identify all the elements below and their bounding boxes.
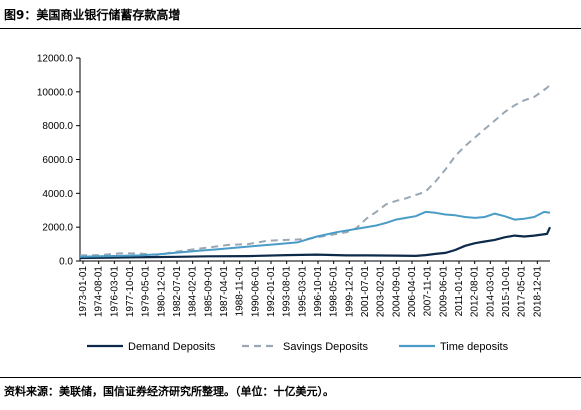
x-tick-label: 2003-02-01 — [376, 266, 387, 318]
legend-label-2: Time deposits — [440, 341, 509, 353]
x-tick-label: 2014-03-01 — [485, 266, 496, 318]
y-tick-label: 6000.0 — [42, 155, 73, 166]
x-tick-label: 1984-02-01 — [188, 266, 199, 318]
source-note: 资料来源：美联储，国信证券经济研究所整理。（单位：十亿美元）。 — [4, 385, 334, 398]
legend-label-1: Savings Deposits — [283, 341, 368, 353]
chart-axes: 0.0 2000.0 4000.0 6000.0 8000.0 10000.0 12000.… — [37, 54, 550, 318]
y-tick-label: 4000.0 — [42, 189, 73, 200]
y-tick-label: 0.0 — [59, 257, 73, 268]
legend-label-0: Demand Deposits — [128, 341, 216, 353]
x-tick-label: 2018-12-01 — [532, 266, 543, 318]
series-line-1 — [79, 84, 551, 257]
line-chart: 0.0 2000.0 4000.0 6000.0 8000.0 10000.0 12000.… — [37, 54, 552, 353]
x-tick-label: 1976-03-01 — [109, 266, 120, 318]
x-tick-label: 2004-09-01 — [391, 266, 402, 318]
series-line-2 — [79, 210, 551, 258]
x-tick-label: 2012-08-01 — [470, 266, 481, 318]
source-rule — [0, 377, 581, 378]
x-tick-label: 2006-04-01 — [407, 266, 418, 318]
y-tick-label: 10000.0 — [37, 87, 74, 98]
x-tick-label: 1979-05-01 — [141, 266, 152, 318]
y-tick-label: 12000.0 — [37, 54, 74, 65]
title-rule — [0, 28, 581, 29]
x-tick-label: 1987-04-01 — [219, 266, 230, 318]
x-tick-label: 2011-01-01 — [454, 266, 465, 317]
x-tick-label: 1995-03-01 — [297, 266, 308, 318]
x-tick-label: 2009-06-01 — [438, 266, 449, 318]
x-tick-label: 1990-06-01 — [250, 266, 261, 318]
x-tick-label: 1999-12-01 — [344, 266, 355, 318]
x-tick-label: 1996-10-01 — [313, 266, 324, 318]
x-tick-label: 1977-10-01 — [125, 266, 136, 318]
x-tick-label: 1988-11-01 — [235, 266, 246, 317]
x-tick-label: 1974-08-01 — [94, 266, 105, 318]
figure-title: 图9：美国商业银行储蓄存款高增 — [4, 8, 181, 22]
x-tick-label: 1992-01-01 — [266, 266, 277, 318]
x-tick-label: 1980-12-01 — [156, 266, 167, 318]
x-tick-label: 1993-08-01 — [282, 266, 293, 318]
y-tick-label: 8000.0 — [42, 121, 73, 132]
x-tick-label: 1985-09-01 — [203, 266, 214, 318]
x-tick-label: 1998-05-01 — [329, 266, 340, 318]
chart-lines — [79, 84, 552, 260]
x-tick-label: 2015-10-01 — [501, 266, 512, 318]
chart-legend: Demand Deposits Savings Deposits Time depo… — [87, 341, 509, 353]
series-line-0 — [79, 226, 552, 260]
x-tick-label: 2017-05-01 — [517, 266, 528, 318]
x-tick-label: 1973-01-01 — [78, 266, 89, 318]
x-tick-label: 2001-07-01 — [360, 266, 371, 318]
x-tick-label: 1982-07-01 — [172, 266, 183, 318]
x-tick-label: 2007-11-01 — [423, 266, 434, 317]
y-tick-label: 2000.0 — [42, 223, 73, 234]
